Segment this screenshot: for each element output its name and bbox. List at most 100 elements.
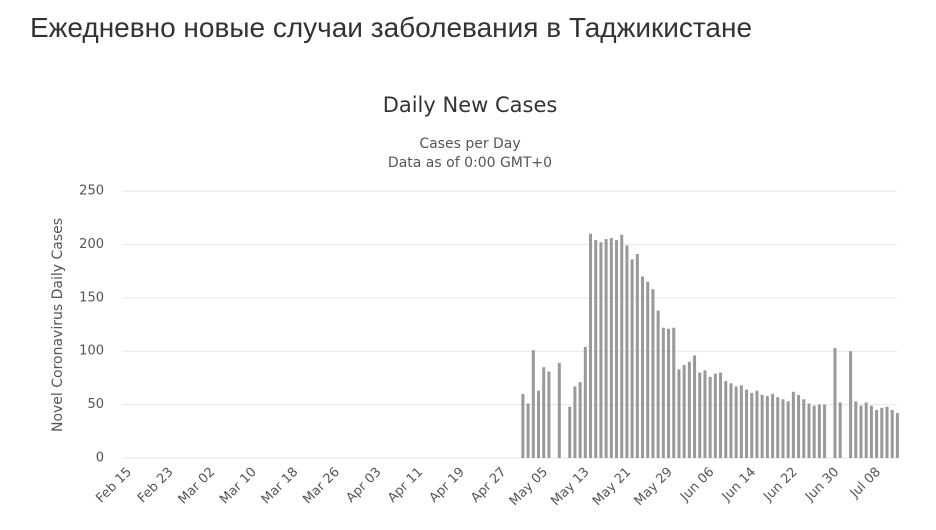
bar (880, 407, 884, 458)
bar (583, 346, 587, 458)
chart-subtitle: Data as of 0:00 GMT+0 (388, 155, 552, 171)
bar (885, 406, 889, 458)
bar (656, 310, 660, 458)
bar (531, 350, 535, 458)
bar (557, 362, 561, 458)
bar (869, 405, 873, 458)
bar (719, 372, 723, 458)
bar (708, 376, 712, 458)
bar (781, 399, 785, 458)
x-tick-label: May 21 (590, 465, 634, 509)
x-tick-label: Apr 11 (385, 465, 426, 506)
x-tick-label: May 29 (632, 465, 676, 509)
x-tick-label: Mar 10 (217, 465, 260, 508)
bar (687, 361, 691, 458)
bar (791, 391, 795, 458)
chart-title: Daily New Cases (383, 93, 558, 117)
bar (578, 382, 582, 458)
bar (703, 370, 707, 458)
bar (682, 365, 686, 458)
bar (630, 259, 634, 458)
x-tick-label: Feb 23 (135, 465, 177, 507)
y-tick-label: 200 (79, 237, 104, 252)
bar (521, 393, 525, 458)
x-tick-label: Mar 18 (259, 465, 302, 508)
x-tick-label: May 05 (507, 465, 551, 509)
bar (589, 233, 593, 458)
bar (823, 404, 827, 458)
bar (599, 242, 603, 458)
bar (573, 386, 577, 458)
bar (745, 389, 749, 458)
bar (833, 347, 837, 458)
y-tick-label: 250 (79, 184, 104, 199)
bar (802, 399, 806, 458)
y-tick-label: 100 (79, 344, 104, 359)
x-tick-label: Jun 06 (677, 465, 717, 505)
x-tick-label: Jun 14 (719, 465, 759, 505)
x-tick-label: Apr 27 (468, 465, 509, 506)
bar (765, 396, 769, 458)
bar (786, 401, 790, 458)
y-tick-label: 0 (96, 451, 104, 466)
bar (677, 369, 681, 458)
bar (646, 281, 650, 458)
bar (750, 392, 754, 458)
bar (760, 394, 764, 458)
bar (807, 403, 811, 458)
x-tick-label: Mar 26 (300, 465, 343, 508)
bar (635, 254, 639, 458)
bar (615, 240, 619, 458)
bar (875, 409, 879, 458)
bar (817, 404, 821, 458)
x-tick-label: Jul 08 (847, 465, 884, 502)
bar (776, 397, 780, 458)
y-tick-label: 50 (87, 397, 104, 412)
bar (859, 405, 863, 458)
bar (895, 413, 899, 458)
bar (854, 401, 858, 458)
bar (547, 371, 551, 458)
bar (661, 327, 665, 458)
bar (734, 386, 738, 458)
bar (542, 367, 546, 458)
bar (729, 383, 733, 458)
bar (812, 405, 816, 458)
bar (594, 240, 598, 458)
x-tick-label: Apr 19 (427, 465, 468, 506)
x-tick-label: Apr 03 (343, 465, 384, 506)
bar (713, 373, 717, 458)
x-tick-label: Mar 02 (176, 465, 219, 508)
y-tick-label: 150 (79, 290, 104, 305)
bar (609, 237, 613, 458)
bar (672, 327, 676, 458)
bar (625, 245, 629, 458)
page-header: Ежедневно новые случаи заболевания в Тад… (30, 12, 753, 43)
bar (849, 351, 853, 458)
bar (693, 355, 697, 458)
bar (651, 289, 655, 458)
bar (838, 402, 842, 458)
bar (568, 406, 572, 458)
bar (755, 390, 759, 458)
x-tick-label: Jun 22 (760, 465, 800, 505)
x-tick-label: May 13 (548, 465, 592, 509)
x-tick-label: Feb 15 (93, 465, 135, 507)
bar (864, 402, 868, 458)
bar (537, 390, 541, 458)
bar (797, 394, 801, 458)
bar (667, 328, 671, 458)
chart-subtitle: Cases per Day (419, 136, 520, 152)
bar (724, 381, 728, 458)
bar (771, 393, 775, 458)
bar (620, 234, 624, 458)
y-axis-label: Novel Coronavirus Daily Cases (50, 218, 66, 432)
bar (604, 239, 608, 458)
bar (641, 276, 645, 458)
bar (698, 372, 702, 458)
bar (526, 403, 530, 458)
bar (890, 409, 894, 458)
bar (739, 385, 743, 458)
